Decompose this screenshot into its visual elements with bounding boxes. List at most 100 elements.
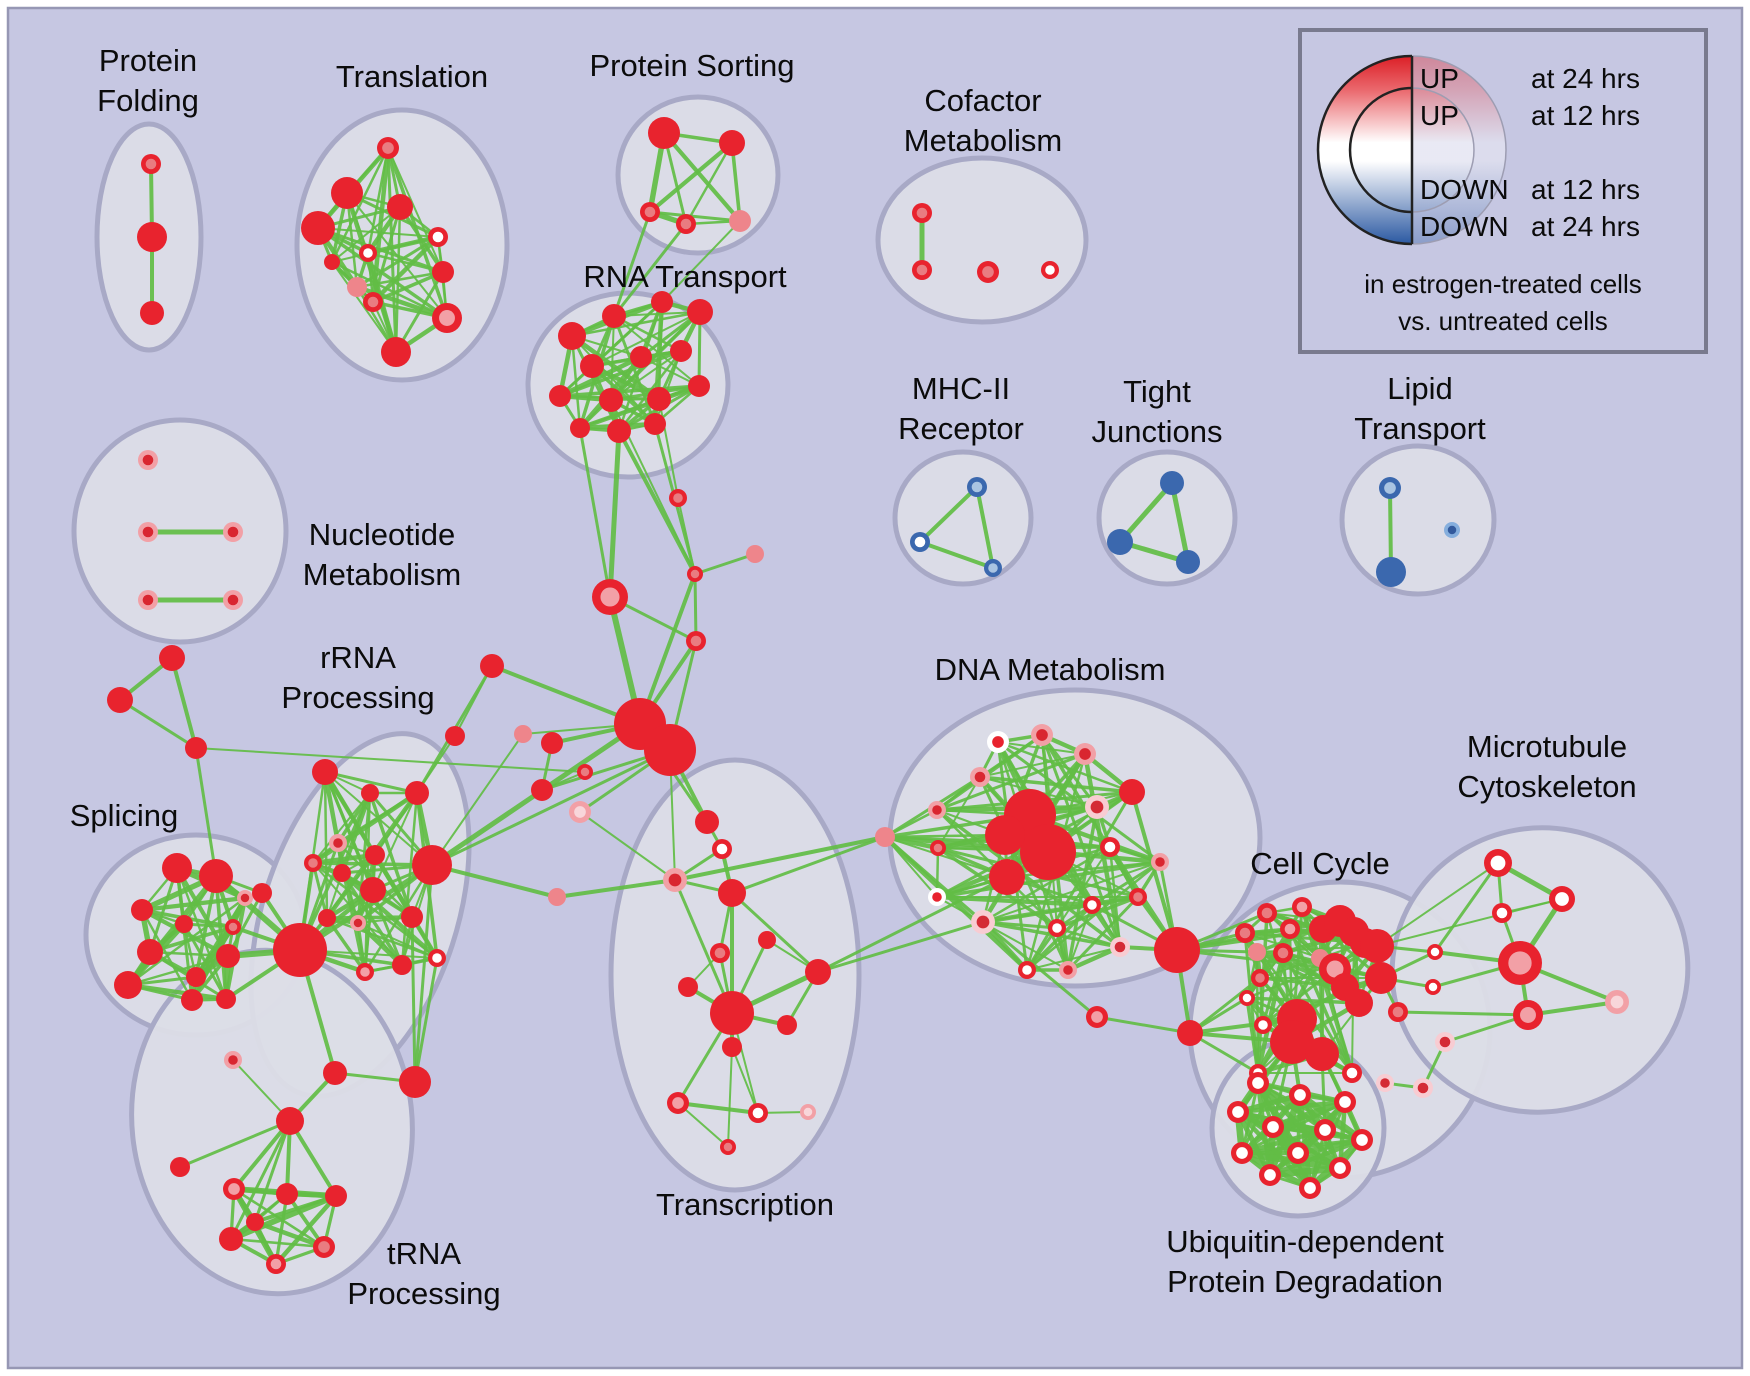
network-edge — [979, 753, 1086, 778]
network-edge — [139, 895, 248, 913]
node-center — [1258, 1020, 1268, 1030]
network-node — [569, 801, 591, 823]
network-node — [405, 781, 429, 805]
network-node — [401, 906, 423, 928]
node-center — [227, 594, 239, 606]
node-dot — [548, 888, 566, 906]
network-edge — [918, 540, 995, 570]
network-edge — [693, 552, 757, 576]
network-node — [1270, 1020, 1314, 1064]
network-edge — [607, 428, 622, 600]
network-node — [1254, 1016, 1272, 1034]
network-edge — [410, 915, 417, 1084]
node-center — [1090, 800, 1104, 814]
network-node — [356, 963, 374, 981]
network-edge — [579, 811, 676, 881]
node-center — [971, 481, 983, 493]
node-center — [1319, 1124, 1331, 1136]
legend-time-2: at 12 hrs — [1531, 174, 1640, 205]
node-center — [353, 918, 363, 928]
cluster-ellipse-transcription — [608, 757, 862, 1193]
cluster-label-trna-processing: tRNA — [387, 1236, 461, 1271]
node-center — [1508, 951, 1532, 975]
node-dot — [137, 939, 163, 965]
legend-time-0: at 24 hrs — [1531, 63, 1640, 94]
network-edge — [996, 740, 1162, 864]
node-center — [1339, 1096, 1351, 1108]
node-dot — [670, 340, 692, 362]
network-node — [412, 845, 452, 885]
network-node — [1154, 927, 1200, 973]
network-node — [140, 301, 164, 325]
network-node — [137, 939, 163, 965]
network-node — [1031, 724, 1053, 746]
network-edge — [288, 1119, 338, 1198]
network-edge — [430, 863, 559, 899]
node-dot — [1020, 824, 1076, 880]
network-node — [987, 731, 1009, 753]
cluster-label-nucleotide-metabolism: Nucleotide — [309, 517, 455, 552]
network-edge — [330, 260, 449, 320]
cluster-label-dna-metabolism: DNA Metabolism — [935, 652, 1166, 687]
network-node — [687, 566, 703, 582]
network-node — [710, 943, 730, 963]
network-node — [1100, 837, 1120, 857]
network-edge — [229, 1237, 326, 1249]
network-node — [531, 779, 553, 801]
network-edge — [170, 656, 198, 750]
node-center — [1277, 947, 1289, 959]
network-edge — [1169, 480, 1191, 565]
legend-ring-outline — [1316, 54, 1413, 246]
node-center — [1104, 841, 1116, 853]
network-node — [246, 1213, 264, 1231]
network-node — [514, 725, 532, 743]
node-center — [1392, 1006, 1404, 1018]
node-dot — [276, 1183, 298, 1205]
network-node — [223, 1178, 245, 1200]
network-edge — [346, 192, 448, 319]
network-edge — [252, 1219, 327, 1250]
node-dot — [648, 117, 680, 149]
node-center — [270, 1258, 282, 1270]
network-node — [137, 222, 167, 252]
network-node — [1345, 989, 1373, 1017]
network-edge — [325, 916, 439, 960]
node-dot — [602, 304, 626, 328]
network-node — [186, 967, 206, 987]
node-center — [600, 587, 620, 607]
network-node — [599, 388, 623, 412]
node-dot — [170, 1157, 190, 1177]
cluster-label-protein-folding: Protein — [99, 43, 197, 78]
node-center — [1087, 900, 1097, 910]
network-node — [970, 767, 990, 787]
network-edge — [1256, 911, 1269, 1075]
network-node — [107, 687, 133, 713]
node-dot — [1365, 962, 1397, 994]
network-edge — [253, 1194, 338, 1224]
network-edge — [394, 205, 402, 354]
network-edge — [638, 572, 697, 726]
network-edge — [232, 1187, 326, 1249]
network-edge — [1255, 1080, 1343, 1171]
network-node — [686, 631, 706, 651]
network-node — [360, 877, 386, 903]
network-node — [1365, 962, 1397, 994]
network-node — [967, 477, 987, 497]
legend: UP at 24 hrs UP at 12 hrs DOWN at 12 hrs DOWN a… — [1298, 28, 1708, 354]
network-edge — [578, 310, 702, 430]
cluster-ellipse-tight-junctions — [1096, 449, 1238, 587]
node-center — [1036, 729, 1048, 741]
node-dot — [216, 944, 240, 968]
node-dot — [651, 291, 673, 313]
network-edge — [673, 835, 887, 882]
network-node — [1492, 903, 1512, 923]
network-node — [748, 1103, 768, 1123]
node-dot — [719, 130, 745, 156]
node-dot — [1154, 927, 1200, 973]
cluster-label-translation: Translation — [336, 59, 488, 94]
node-dot — [558, 322, 586, 350]
cluster-label-microtubule-cytoskeleton: Microtubule — [1467, 729, 1627, 764]
network-edge — [982, 904, 1093, 923]
network-edge — [590, 364, 657, 426]
network-node — [138, 522, 158, 542]
